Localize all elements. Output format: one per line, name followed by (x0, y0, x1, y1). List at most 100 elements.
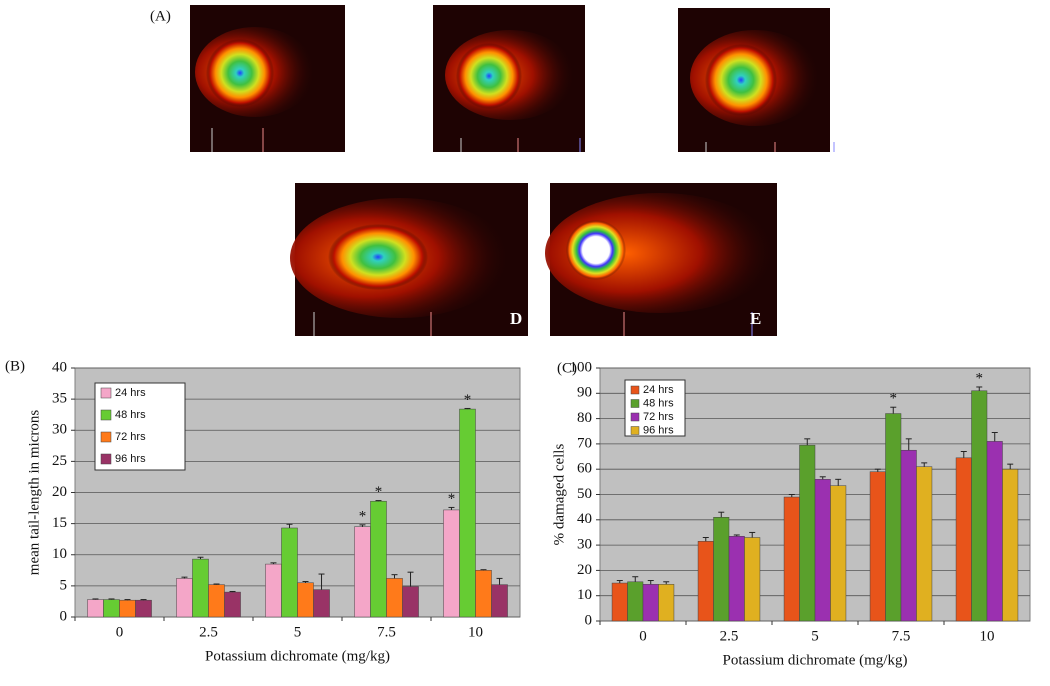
bar (697, 541, 714, 622)
error-bar (718, 511, 725, 518)
comet-image: E (545, 183, 777, 336)
error-bar (788, 494, 795, 498)
legend-label: 72 hrs (643, 411, 674, 423)
error-bar (318, 573, 325, 590)
legend-swatch (630, 399, 640, 408)
y-tick-label: 30 (52, 422, 67, 438)
error-bar (213, 583, 220, 585)
x-tick-label: 5 (294, 624, 302, 640)
legend-swatch (100, 453, 112, 465)
y-tick-label: 50 (577, 486, 592, 502)
legend-swatch (630, 385, 640, 395)
comet-image: B (433, 5, 635, 152)
bar (713, 517, 730, 622)
y-tick-label: 15 (52, 515, 67, 531)
legend-label: 24 hrs (115, 387, 146, 399)
bar (103, 599, 120, 618)
error-bar (749, 531, 756, 538)
x-tick-label: 7.5 (892, 628, 911, 644)
y-tick-label: 40 (52, 359, 67, 375)
y-axis-label: mean tail-length in microns (26, 410, 42, 576)
bar (955, 457, 972, 622)
error-bar (375, 500, 382, 502)
error-bar (1007, 463, 1014, 470)
error-bar (108, 598, 115, 600)
error-bar (702, 537, 709, 542)
error-bar (302, 581, 309, 583)
annotation: * (448, 491, 456, 507)
bar (370, 500, 387, 618)
legend-label: 48 hrs (643, 397, 674, 409)
bar (443, 509, 460, 618)
bar (208, 584, 225, 618)
error-bar (835, 478, 842, 486)
error-bar (480, 569, 487, 571)
error-bar (181, 576, 188, 579)
bar (728, 535, 745, 622)
error-bar (616, 580, 623, 584)
error-bar (890, 406, 897, 414)
y-tick-label: 0 (585, 612, 593, 628)
panel-label: (A) (150, 8, 171, 24)
error-bar (140, 599, 147, 601)
bar (475, 570, 492, 618)
bar (386, 578, 403, 618)
bar (224, 591, 241, 618)
legend-swatch (100, 387, 112, 399)
error-bar (733, 534, 740, 537)
bar (830, 485, 847, 622)
annotation: * (976, 370, 984, 386)
bar (1002, 468, 1019, 622)
error-bar (407, 571, 414, 587)
legend-swatch (100, 409, 112, 421)
error-bar (905, 438, 912, 451)
bar (313, 589, 330, 618)
image-label: C (866, 111, 878, 130)
error-bar (124, 599, 131, 601)
image-label: E (750, 309, 761, 328)
bar (799, 444, 816, 622)
legend-label: 24 hrs (643, 384, 674, 396)
error-bar (921, 462, 928, 467)
error-bar (960, 450, 967, 458)
y-tick-label: 20 (577, 562, 592, 578)
image-label: A (383, 117, 396, 136)
y-axis-label: % damaged cells (551, 444, 567, 546)
error-bar (632, 576, 639, 582)
y-tick-label: 0 (60, 608, 68, 624)
bar (459, 408, 476, 618)
bar (119, 599, 136, 618)
bar (354, 526, 371, 618)
legend-label: 96 hrs (115, 453, 146, 465)
error-bar (496, 577, 503, 585)
legend-swatch (100, 431, 112, 443)
bar (402, 586, 419, 618)
y-tick-label: 30 (577, 537, 592, 553)
bar (986, 441, 1003, 622)
bar (642, 584, 659, 622)
y-tick-label: 5 (60, 577, 68, 593)
y-tick-label: 35 (52, 391, 67, 407)
x-tick-label: 2.5 (199, 624, 218, 640)
x-tick-label: 10 (980, 628, 995, 644)
comet-image: A (190, 5, 396, 152)
y-tick-label: 60 (577, 461, 592, 477)
error-bar (874, 468, 881, 472)
bar (611, 582, 628, 622)
error-bar (92, 598, 99, 600)
bar (87, 599, 104, 618)
y-tick-label: 20 (52, 484, 67, 500)
bar (885, 413, 902, 622)
bar (135, 599, 152, 618)
y-tick-label: 25 (52, 453, 67, 469)
bar (491, 584, 508, 618)
error-bar (464, 407, 471, 410)
error-bar (359, 524, 366, 527)
bar (281, 527, 298, 618)
error-bar (229, 590, 236, 593)
bar (265, 563, 282, 618)
y-tick-label: 90 (577, 385, 592, 401)
x-axis-label: Potassium dichromate (mg/kg) (723, 652, 908, 668)
bar (297, 582, 314, 618)
